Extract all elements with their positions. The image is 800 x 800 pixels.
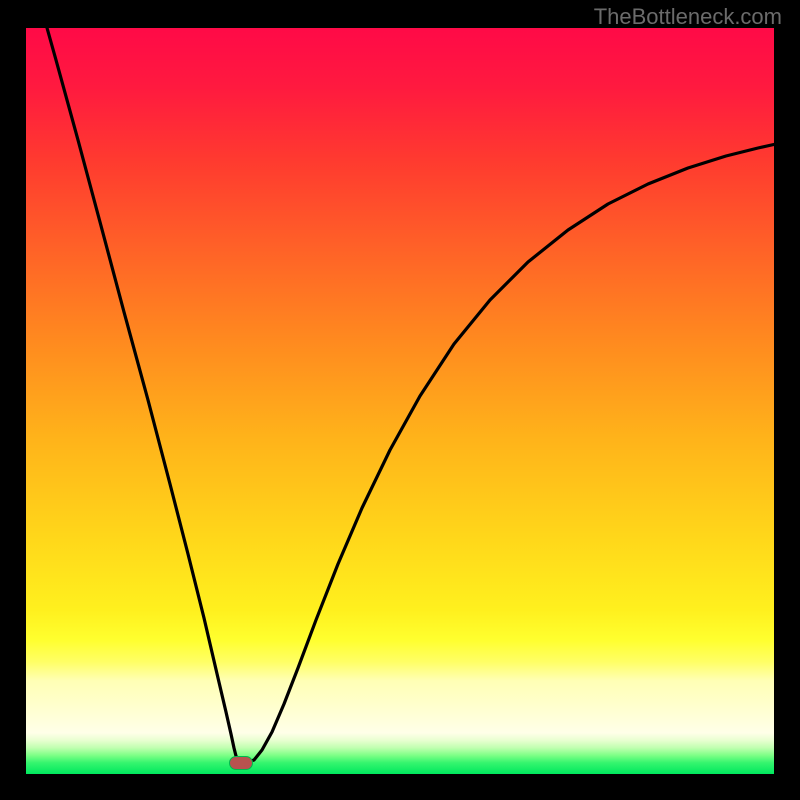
optimal-point-marker: [229, 756, 253, 770]
chart-container: TheBottleneck.com: [0, 0, 800, 800]
gradient-plot-area: [26, 28, 774, 774]
watermark-text: TheBottleneck.com: [594, 4, 782, 30]
